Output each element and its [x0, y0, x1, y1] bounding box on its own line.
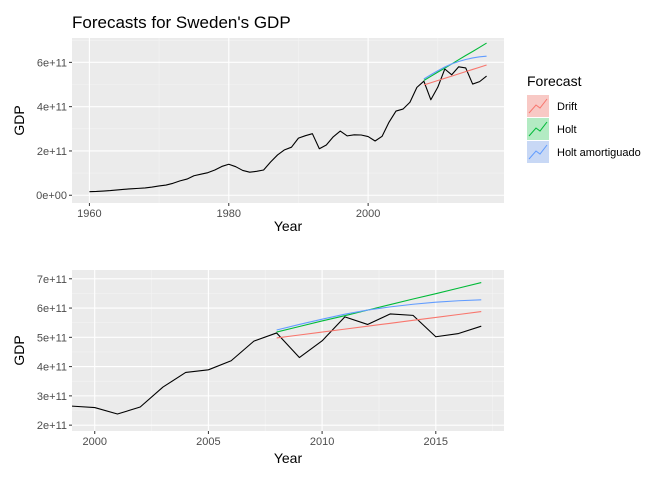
legend-line-holt-amortiguado [528, 144, 548, 160]
x-tick-label: 2000 [356, 208, 380, 220]
x-axis-title: Year [274, 450, 303, 466]
x-tick-label: 2005 [196, 436, 220, 448]
plot-panel-bottom [72, 270, 504, 431]
series-line-drift-top [423, 64, 487, 86]
y-tick-label: 2e+11 [37, 420, 67, 432]
legend-label-holt: Holt [557, 124, 577, 136]
x-tick-label: 2015 [424, 436, 448, 448]
y-tick-label: 4e+11 [37, 362, 67, 374]
y-tick-label: 6e+11 [37, 303, 67, 315]
x-axis-title: Year [274, 218, 303, 234]
legend: Forecast Drift Holt Holt amortiguado [527, 73, 641, 163]
bottom-plot: 2000 2005 2010 2015 2e+11 3e+11 4e+11 5e+11 6e+1… [11, 270, 504, 466]
series-line-drift-bottom [276, 311, 482, 339]
x-tick-label: 1960 [77, 208, 101, 220]
top-plot: 1960 1980 2000 0e+00 2e+11 4e+11 6e+11 Year GDP [11, 38, 504, 234]
series-line-holt-top [423, 42, 487, 81]
y-axis-title: GDP [11, 335, 27, 365]
x-tick-label: 2010 [310, 436, 334, 448]
series-line-holt-amortiguado-bottom [276, 299, 482, 331]
y-tick-label: 4e+11 [37, 102, 67, 114]
y-tick-label: 2e+11 [37, 146, 67, 158]
series-line-holt-amortiguado-top [423, 55, 487, 80]
legend-label-holt-amortiguado: Holt amortiguado [557, 147, 641, 159]
legend-title: Forecast [527, 73, 582, 89]
legend-line-holt [528, 121, 548, 137]
series-line-gdp-bottom [72, 313, 482, 415]
chart-title: Forecasts for Sweden's GDP [72, 13, 291, 32]
x-tick-label: 1980 [217, 208, 241, 220]
series-line-holt-bottom [276, 282, 482, 333]
legend-label-drift: Drift [557, 101, 577, 113]
x-tick-label: 2000 [82, 436, 106, 448]
y-tick-label: 5e+11 [37, 332, 67, 344]
y-tick-label: 7e+11 [37, 274, 67, 286]
y-tick-label: 3e+11 [37, 391, 67, 403]
plot-panel-top [72, 38, 504, 203]
y-tick-label: 6e+11 [37, 57, 67, 69]
y-axis-title: GDP [11, 105, 27, 135]
series-line-gdp-top [89, 66, 487, 193]
legend-line-drift [528, 98, 548, 114]
y-tick-label: 0e+00 [36, 190, 67, 202]
